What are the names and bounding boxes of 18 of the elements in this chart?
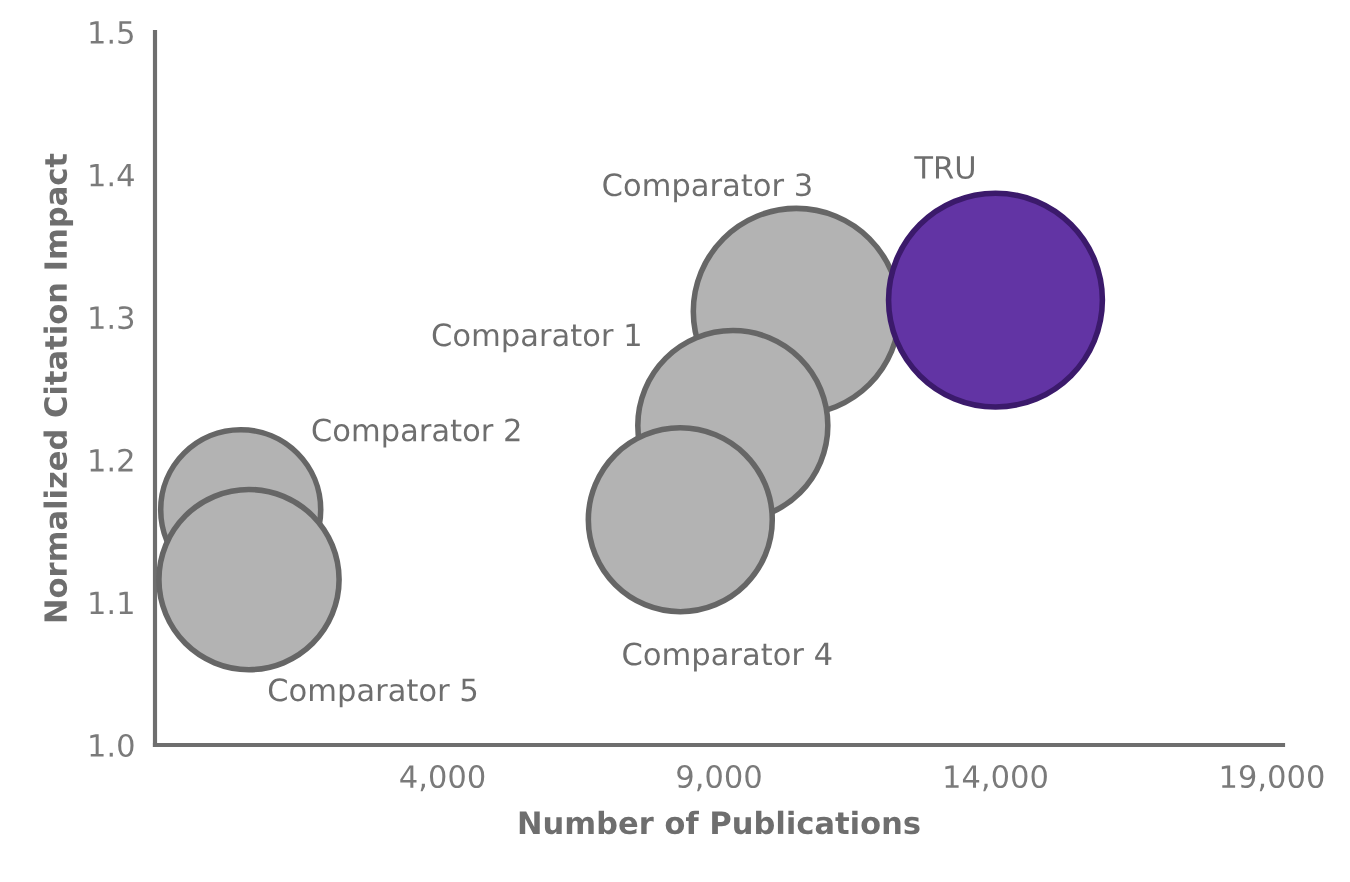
y-axis-title: Normalized Citation Impact <box>43 153 74 622</box>
x-tick-label: 14,000 <box>945 764 1047 792</box>
x-tick-label: 9,000 <box>677 764 761 792</box>
series-label: Comparator 4 <box>623 642 832 672</box>
series-label: Comparator 2 <box>312 418 520 448</box>
y-tick-label: 1.1 <box>90 591 133 615</box>
y-tick-label: 1.4 <box>90 163 134 187</box>
y-tick-label: 1.0 <box>90 733 134 758</box>
series-label: Comparator 1 <box>432 323 640 353</box>
y-tick-label: 1.5 <box>90 21 133 45</box>
series-label: Comparator 3 <box>603 173 811 203</box>
series-label: Comparator 5 <box>268 678 477 708</box>
x-tick-label: 19,000 <box>1221 764 1324 792</box>
y-tick-label: 1.2 <box>90 448 133 472</box>
x-axis-title: Number of Publications <box>519 810 920 835</box>
x-tick-label: 4,000 <box>400 764 485 792</box>
series-label: TRU <box>914 156 974 179</box>
y-tick-label: 1.3 <box>90 306 134 330</box>
